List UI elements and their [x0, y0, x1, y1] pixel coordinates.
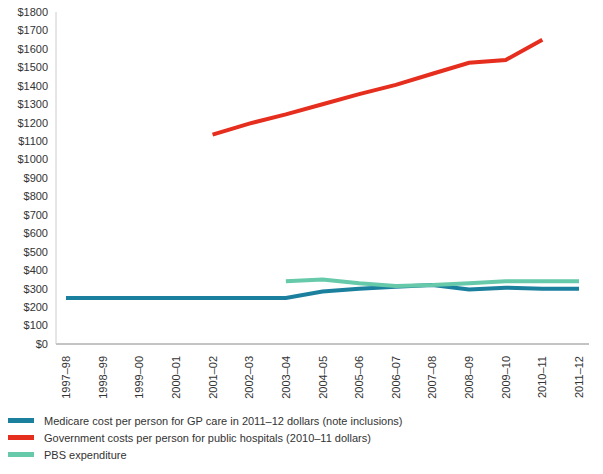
svg-text:$1500: $1500 [17, 61, 48, 73]
svg-text:$1700: $1700 [17, 24, 48, 36]
svg-text:$1400: $1400 [17, 80, 48, 92]
svg-text:$200: $200 [24, 301, 48, 313]
svg-text:1998–99: 1998–99 [97, 356, 109, 399]
svg-text:2007–08: 2007–08 [426, 356, 438, 399]
svg-text:2005–06: 2005–06 [353, 356, 365, 399]
svg-text:$100: $100 [24, 319, 48, 331]
svg-text:$800: $800 [24, 190, 48, 202]
svg-text:$900: $900 [24, 172, 48, 184]
html-text:Government costs per person fo: Government costs per person for public h… [44, 431, 371, 444]
svg-text:$700: $700 [24, 209, 48, 221]
svg-text:1997–98: 1997–98 [60, 356, 72, 399]
svg-text:$400: $400 [24, 264, 48, 276]
svg-text:$1800: $1800 [17, 6, 48, 18]
html-text:PBS expenditure: PBS expenditure [44, 448, 127, 461]
svg-text:$1100: $1100 [18, 135, 48, 147]
svg-text:2001–02: 2001–02 [207, 356, 219, 399]
html-text:Medicare cost per person for G: Medicare cost per person for GP care in … [44, 414, 403, 427]
svg-text:$0: $0 [36, 338, 48, 350]
svg-text:2008–09: 2008–09 [463, 356, 475, 399]
svg-text:2002–03: 2002–03 [243, 356, 255, 399]
svg-text:2009–10: 2009–10 [500, 356, 512, 399]
svg-text:$500: $500 [24, 246, 48, 258]
svg-text:2004–05: 2004–05 [317, 356, 329, 399]
svg-text:2010–11: 2010–11 [536, 356, 548, 398]
svg-text:$1600: $1600 [17, 43, 48, 55]
svg-text:2011–12: 2011–12 [573, 356, 585, 398]
svg-text:$300: $300 [24, 283, 48, 295]
svg-text:2003–04: 2003–04 [280, 356, 292, 399]
svg-text:$1300: $1300 [17, 98, 48, 110]
svg-text:2000–01: 2000–01 [170, 356, 182, 399]
svg-text:$1000: $1000 [17, 153, 48, 165]
svg-text:1999–00: 1999–00 [133, 356, 145, 399]
svg-text:$600: $600 [24, 227, 48, 239]
svg-text:$1200: $1200 [17, 117, 48, 129]
svg-text:2006–07: 2006–07 [390, 356, 402, 399]
